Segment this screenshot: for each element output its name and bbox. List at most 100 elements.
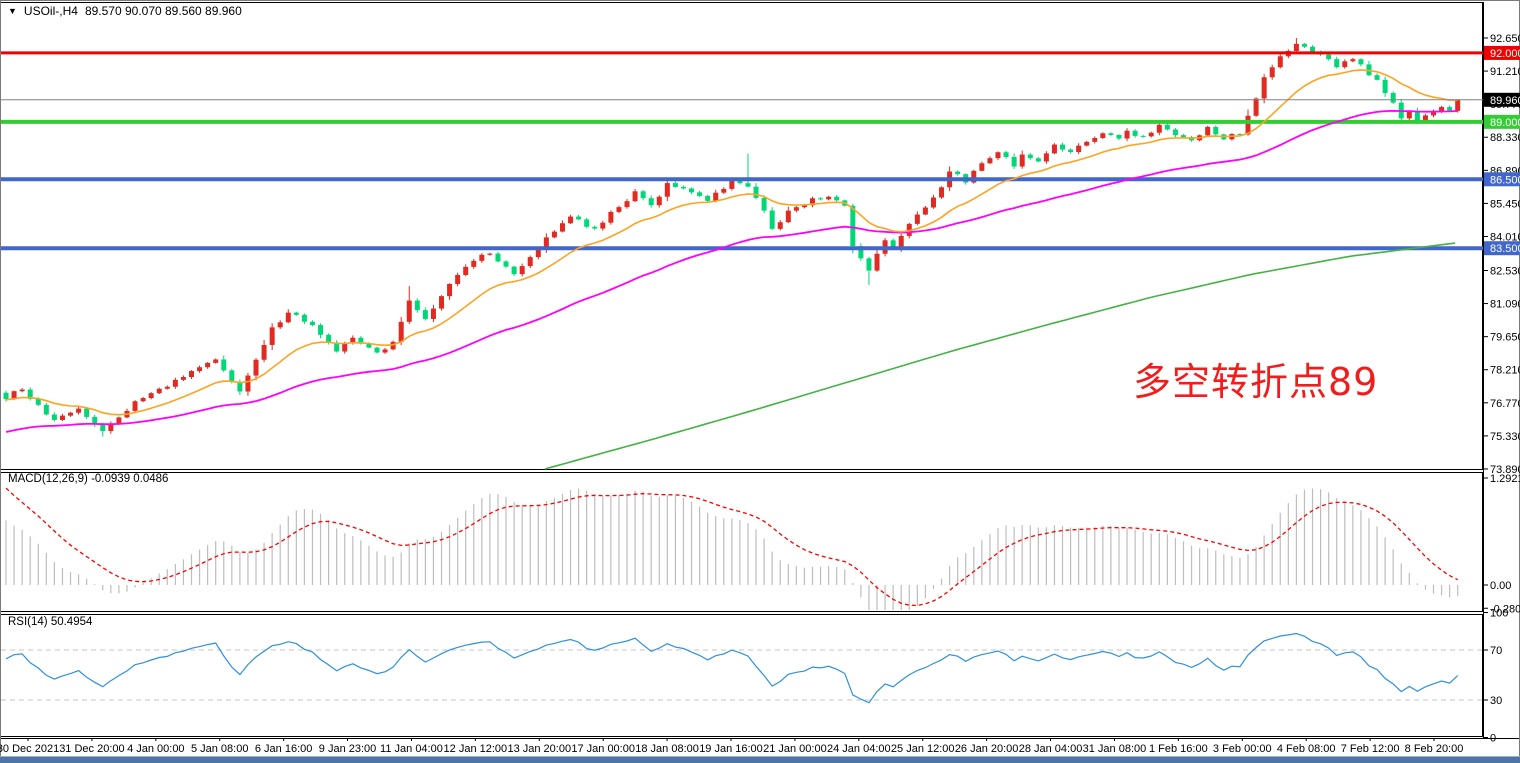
candle-body <box>890 240 896 248</box>
candle-body <box>35 398 41 405</box>
candle-body <box>1245 115 1251 135</box>
candle-body <box>414 300 420 311</box>
macd-indicator-label: MACD(12,26,9) -0.0939 0.0486 <box>8 473 169 485</box>
candle-body <box>793 207 799 211</box>
candle-body <box>318 325 324 335</box>
badge-bg <box>1484 92 1520 107</box>
rsi-indicator-label: RSI(14) 50.4954 <box>8 616 93 628</box>
candle-body <box>1164 124 1170 130</box>
candle-body <box>326 334 332 343</box>
candle-body <box>1156 124 1162 133</box>
candle-body <box>180 376 186 380</box>
candle-body <box>1301 43 1307 47</box>
candle-body <box>818 198 824 200</box>
candle-body <box>398 321 404 342</box>
candle-body <box>1172 129 1178 136</box>
candle-body <box>140 398 146 402</box>
candle-body <box>1148 132 1154 137</box>
candle-body <box>640 191 646 199</box>
ma-slow-line <box>544 242 1456 470</box>
candle-body <box>43 404 49 415</box>
candle-body <box>761 197 767 211</box>
time-tick-label: 9 Jan 23:00 <box>319 743 377 755</box>
candle-body <box>1027 154 1033 159</box>
candle-body <box>939 187 945 198</box>
symbol-dropdown-icon[interactable]: ▼ <box>8 6 17 16</box>
price-level-badge: 92.000 <box>1484 45 1520 60</box>
candle-body <box>463 266 469 275</box>
candle-body <box>471 260 477 267</box>
candle-body <box>672 183 678 187</box>
time-tick-label: 8 Feb 20:00 <box>1405 743 1464 755</box>
time-tick-label: 7 Feb 12:00 <box>1341 743 1400 755</box>
candle-body <box>616 207 622 212</box>
rsi-tick-label: 0 <box>1490 733 1496 745</box>
candle-body <box>1310 46 1316 53</box>
time-tick-label: 26 Jan 20:00 <box>955 743 1019 755</box>
time-tick-label: 3 Feb 00:00 <box>1213 743 1272 755</box>
badge-label: 89.000 <box>1490 117 1520 129</box>
time-tick-label: 6 Jan 16:00 <box>255 743 313 755</box>
time-tick-label: 21 Jan 00:00 <box>763 743 827 755</box>
rsi-layer <box>1 649 1483 701</box>
candle-body <box>519 266 525 275</box>
current-price-badge: 89.960 <box>1484 92 1520 107</box>
candle-body <box>568 216 574 224</box>
candle-body <box>1084 141 1090 146</box>
candle-body <box>1406 111 1412 119</box>
time-tick-label: 31 Dec 20:00 <box>59 743 124 755</box>
candle-body <box>269 327 275 345</box>
candle-body <box>1237 133 1243 135</box>
candle-body <box>366 343 372 348</box>
candle-body <box>245 375 251 392</box>
candle-body <box>59 415 65 420</box>
candle-body <box>439 296 445 309</box>
price-tick-label: 88.330 <box>1490 132 1520 144</box>
time-tick-label: 31 Jan 08:00 <box>1083 743 1147 755</box>
price-tick-label: 85.450 <box>1490 198 1520 210</box>
candle-body <box>51 414 57 420</box>
candle-body <box>1422 115 1428 122</box>
candle-body <box>737 180 743 184</box>
candle-body <box>1358 59 1364 65</box>
candle-body <box>576 216 582 220</box>
candle-body <box>1455 99 1461 111</box>
level-lines-layer <box>1 51 1483 251</box>
candle-body <box>132 401 138 411</box>
candle-body <box>1326 54 1332 60</box>
price-tick-label: 82.530 <box>1490 265 1520 277</box>
candle-body <box>600 222 606 229</box>
candle-body <box>422 310 428 319</box>
candle-body <box>1374 75 1380 80</box>
symbol-timeframe-label: USOil-,H4 <box>23 4 78 18</box>
candle-body <box>874 253 880 271</box>
candle-body <box>584 219 590 227</box>
candle-body <box>495 253 501 262</box>
candle-body <box>1011 156 1017 167</box>
candle-body <box>156 388 162 394</box>
candle-body <box>801 205 807 208</box>
rsi-tick-label: 100 <box>1490 608 1508 620</box>
candle-body <box>721 188 727 193</box>
time-tick-label: 4 Feb 08:00 <box>1277 743 1336 755</box>
candle-body <box>664 183 670 197</box>
candle-body <box>1035 158 1041 162</box>
rsi-line <box>5 632 1459 704</box>
time-tick-label: 18 Jan 08:00 <box>635 743 699 755</box>
candle-body <box>689 188 695 193</box>
candle-body <box>753 186 759 198</box>
candle-body <box>713 192 719 201</box>
price-tick-label: 76.770 <box>1490 398 1520 410</box>
time-tick-label: 5 Jan 08:00 <box>191 743 249 755</box>
candle-body <box>1116 135 1122 139</box>
candle-body <box>1253 98 1259 116</box>
candle-body <box>1431 111 1437 116</box>
candle-body <box>777 222 783 229</box>
price-level-badge: 83.500 <box>1484 241 1520 256</box>
candle-body <box>810 198 815 206</box>
candle-body <box>447 283 453 297</box>
badge-label: 92.000 <box>1490 48 1520 60</box>
candle-body <box>84 408 90 417</box>
